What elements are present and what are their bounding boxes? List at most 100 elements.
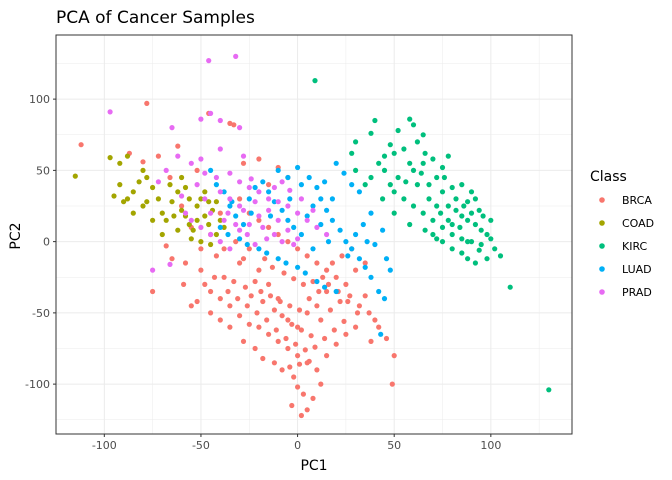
point-prad: [256, 213, 262, 219]
point-luad: [295, 164, 301, 171]
point-luad: [318, 221, 324, 228]
point-brca: [227, 324, 233, 330]
point-brca: [264, 317, 270, 323]
point-kirc: [401, 196, 407, 202]
point-luad: [279, 207, 285, 213]
point-brca: [258, 288, 264, 295]
point-coad: [140, 167, 146, 173]
point-brca: [343, 331, 349, 337]
point-luad: [287, 196, 293, 202]
point-luad: [302, 270, 308, 276]
point-brca: [246, 246, 252, 252]
point-luad: [322, 284, 328, 290]
point-kirc: [420, 132, 426, 138]
point-coad: [202, 189, 208, 195]
point-kirc: [418, 170, 424, 176]
point-kirc: [430, 156, 436, 162]
point-brca: [316, 288, 322, 295]
data-points: [72, 53, 552, 419]
point-brca: [339, 253, 345, 259]
panel-border: [55, 34, 573, 435]
point-kirc: [401, 146, 407, 152]
point-brca: [314, 303, 320, 309]
point-prad: [285, 227, 291, 233]
point-brca: [266, 281, 272, 287]
point-brca: [233, 239, 239, 245]
point-kirc: [449, 184, 455, 191]
point-kirc: [426, 182, 432, 188]
point-brca: [293, 341, 299, 347]
legend: Class BRCA COAD KIRC LUAD PRAD: [590, 169, 654, 299]
point-prad: [295, 236, 301, 242]
point-prad: [237, 203, 243, 209]
point-brca: [366, 310, 372, 316]
point-kirc: [410, 167, 417, 173]
point-brca: [362, 293, 368, 299]
point-coad: [150, 217, 156, 223]
point-brca: [198, 246, 204, 252]
point-luad: [322, 179, 328, 185]
point-kirc: [430, 231, 436, 238]
point-luad: [246, 196, 252, 202]
point-prad: [233, 221, 239, 228]
point-kirc: [461, 203, 467, 209]
point-kirc: [434, 236, 440, 242]
point-kirc: [407, 221, 413, 228]
point-luad: [225, 231, 231, 238]
axes: -100 -50 0 50 100 -100 -50 0 50 100: [25, 93, 501, 452]
point-prad: [244, 231, 250, 238]
point-prad: [252, 241, 258, 248]
point-coad: [130, 189, 136, 195]
point-prad: [240, 153, 247, 159]
point-brca: [240, 160, 247, 166]
point-brca: [242, 284, 248, 290]
y-tick-label: 50: [36, 164, 50, 177]
point-luad: [266, 189, 272, 195]
point-coad: [206, 199, 212, 205]
point-prad: [275, 199, 281, 205]
point-luad: [285, 217, 291, 223]
legend-label-brca: BRCA: [622, 194, 652, 207]
point-prad: [217, 189, 223, 195]
point-luad: [314, 184, 320, 191]
point-kirc: [353, 167, 359, 173]
point-prad: [202, 196, 208, 202]
point-luad: [356, 189, 362, 195]
point-kirc: [492, 246, 498, 252]
point-brca: [240, 338, 247, 344]
point-kirc: [488, 217, 494, 223]
point-luad: [345, 253, 351, 259]
point-brca: [155, 153, 161, 159]
point-kirc: [441, 174, 447, 181]
point-coad: [179, 174, 185, 181]
point-kirc: [368, 174, 374, 181]
point-brca: [221, 274, 227, 280]
point-kirc: [439, 239, 446, 245]
point-luad: [349, 246, 355, 252]
point-coad: [136, 179, 142, 185]
point-brca: [254, 310, 260, 316]
legend-title: Class: [590, 169, 627, 185]
point-prad: [198, 116, 204, 122]
point-luad: [275, 167, 281, 173]
point-kirc: [465, 217, 471, 223]
point-brca: [343, 281, 349, 287]
point-brca: [333, 341, 339, 347]
point-luad: [283, 260, 289, 266]
point-coad: [155, 196, 161, 202]
point-prad: [271, 184, 277, 191]
point-luad: [306, 174, 312, 181]
point-luad: [298, 231, 304, 238]
point-coad: [217, 217, 223, 223]
point-kirc: [484, 231, 490, 238]
point-brca: [324, 267, 330, 273]
point-kirc: [391, 210, 397, 216]
point-brca: [194, 298, 200, 305]
point-brca: [281, 270, 287, 276]
point-luad: [368, 274, 374, 280]
point-prad: [246, 221, 252, 228]
legend-label-luad: LUAD: [622, 263, 652, 276]
point-prad: [298, 196, 304, 202]
point-kirc: [453, 196, 459, 202]
